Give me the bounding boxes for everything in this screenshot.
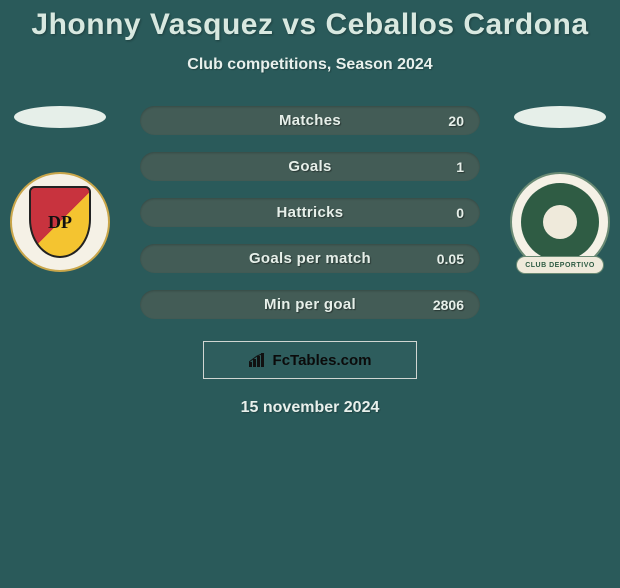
- page-title: Jhonny Vasquez vs Ceballos Cardona: [0, 8, 620, 42]
- stat-row-matches: Matches 20: [140, 106, 480, 135]
- stats-column: Matches 20 Goals 1 Hattricks 0 Goals per…: [120, 106, 500, 319]
- club-badge-right-inner: [521, 183, 599, 261]
- stat-label: Hattricks: [277, 204, 344, 221]
- stat-label: Min per goal: [264, 296, 356, 313]
- stat-value-right: 0: [456, 205, 464, 221]
- subtitle: Club competitions, Season 2024: [0, 56, 620, 74]
- club-badge-right: CLUB DEPORTIVO: [510, 172, 610, 272]
- stat-label: Goals per match: [249, 250, 371, 267]
- stat-label: Matches: [279, 112, 341, 129]
- stat-value-right: 1: [456, 159, 464, 175]
- stat-value-right: 2806: [433, 297, 464, 313]
- player-left-column: [0, 106, 120, 272]
- stat-row-goals-per-match: Goals per match 0.05: [140, 244, 480, 273]
- club-badge-left: [10, 172, 110, 272]
- badge-ribbon: CLUB DEPORTIVO: [516, 256, 604, 274]
- comparison-row: Matches 20 Goals 1 Hattricks 0 Goals per…: [0, 106, 620, 319]
- attribution-text: FcTables.com: [273, 352, 372, 369]
- player-right-column: CLUB DEPORTIVO: [500, 106, 620, 272]
- badge-core-icon: [543, 205, 577, 239]
- stat-row-min-per-goal: Min per goal 2806: [140, 290, 480, 319]
- stat-row-hattricks: Hattricks 0: [140, 198, 480, 227]
- date-text: 15 november 2024: [0, 399, 620, 417]
- attribution-box: FcTables.com: [203, 341, 417, 379]
- stat-label: Goals: [288, 158, 331, 175]
- stat-value-right: 0.05: [437, 251, 464, 267]
- bar-chart-icon: [249, 353, 267, 367]
- player-silhouette-right: [514, 106, 606, 128]
- stat-value-right: 20: [448, 113, 464, 129]
- player-silhouette-left: [14, 106, 106, 128]
- shield-icon: [29, 186, 91, 258]
- stat-row-goals: Goals 1: [140, 152, 480, 181]
